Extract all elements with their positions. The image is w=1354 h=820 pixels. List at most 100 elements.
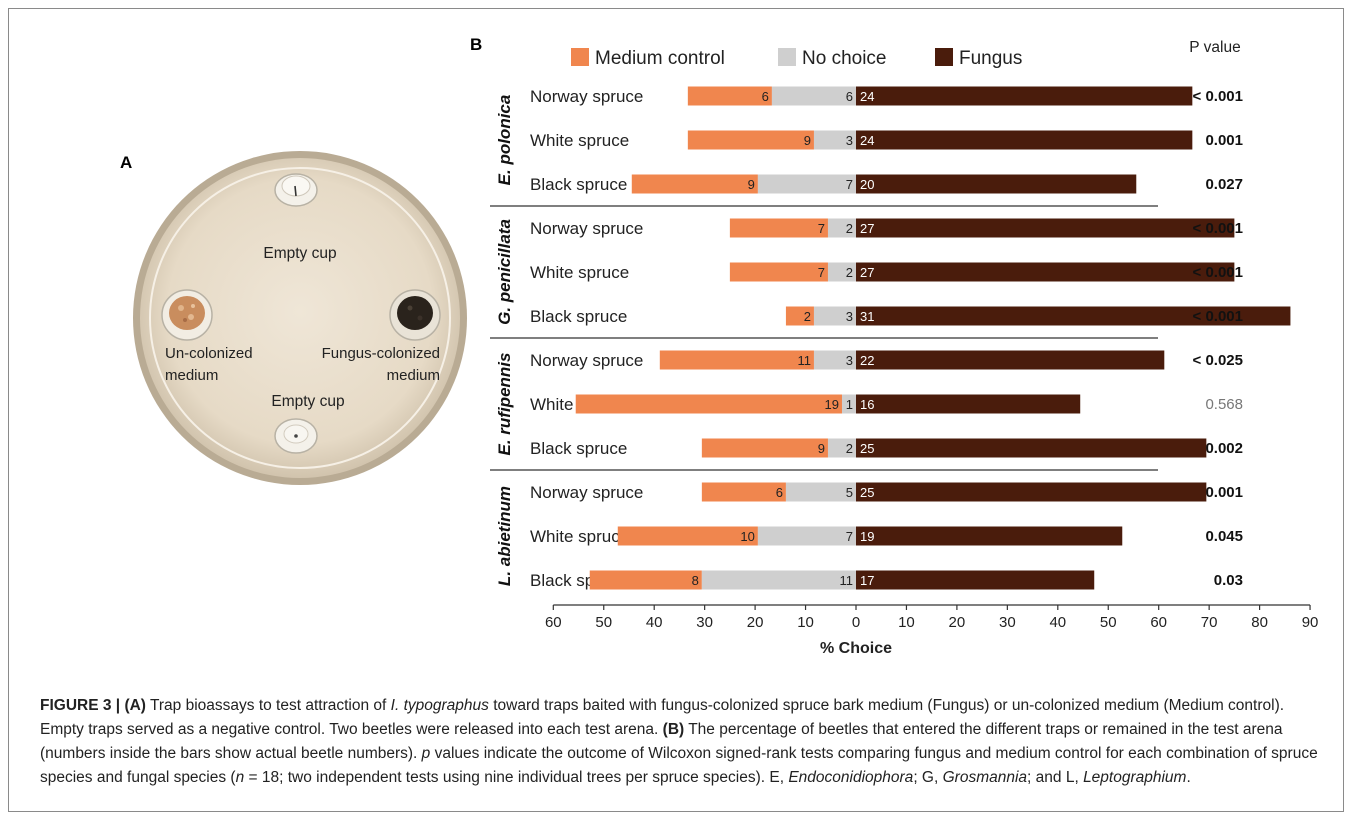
bar-fungus: [856, 394, 1081, 414]
bar-medium-control: [589, 570, 702, 590]
label-medium-control: 8: [692, 573, 699, 588]
figure-caption: FIGURE 3 | (A) Trap bioassays to test at…: [40, 694, 1330, 790]
fungus-colonized-medium-cup: [389, 289, 441, 341]
p-value: < 0.001: [1193, 220, 1243, 237]
p-value: 0.568: [1205, 396, 1243, 413]
label-fungus: 16: [860, 397, 874, 412]
row-label: Norway spruce: [530, 483, 643, 502]
x-tick-label: 50: [595, 614, 612, 631]
petri-dish-inner-ring: [149, 167, 451, 469]
label-medium-control: 7: [818, 265, 825, 280]
legend-swatch-1: [778, 48, 796, 66]
bar-medium-control: [701, 482, 786, 502]
label-no-choice: 2: [846, 441, 853, 456]
label-fungus: 20: [860, 177, 874, 192]
caption-genus-1: Endoconidiophora: [788, 769, 914, 786]
legend-label-1: No choice: [802, 48, 887, 69]
bar-medium-control: [701, 438, 828, 458]
p-value: 0.045: [1205, 528, 1243, 545]
pvalue-header: P value: [1189, 39, 1240, 56]
bar-no-choice: [827, 262, 856, 282]
x-tick-label: 10: [898, 614, 915, 631]
label-no-choice: 11: [840, 573, 854, 588]
chart-legend: Medium control No choice Fungus: [571, 48, 1022, 69]
label-no-choice: 2: [846, 265, 853, 280]
p-value: < 0.025: [1193, 352, 1243, 369]
x-tick-label: 60: [545, 614, 562, 631]
bar-no-choice: [813, 130, 856, 150]
label-no-choice: 7: [846, 529, 853, 544]
bar-fungus: [856, 570, 1095, 590]
label-no-choice: 3: [846, 353, 853, 368]
x-tick-label: 0: [852, 614, 860, 631]
bar-fungus: [856, 350, 1165, 370]
group-label: E. polonica: [495, 95, 514, 186]
panel-a: A Empty c: [120, 151, 467, 485]
p-value: 0.001: [1205, 484, 1243, 501]
row-label: Norway spruce: [530, 351, 643, 370]
bar-fungus: [856, 218, 1235, 238]
bar-fungus: [856, 174, 1137, 194]
label-medium-control: 9: [748, 177, 755, 192]
caption-text-7: ; and L,: [1027, 769, 1084, 786]
x-tick-label: 40: [646, 614, 663, 631]
label-medium-control: 10: [740, 529, 754, 544]
bar-medium-control: [575, 394, 842, 414]
label-medium-control: 11: [797, 353, 811, 368]
bar-fungus: [856, 306, 1291, 326]
label-fungus: 24: [860, 89, 874, 104]
x-tick-label: 10: [797, 614, 814, 631]
petri-dish: [140, 158, 460, 478]
caption-text-5: = 18; two independent tests using nine i…: [244, 769, 789, 786]
caption-text-3: The percentage of beetles that entered t…: [40, 721, 1283, 762]
label-no-choice: 3: [846, 309, 853, 324]
caption-n-symbol: n: [235, 769, 245, 786]
caption-p-symbol: p: [421, 745, 431, 762]
caption-text-4: values indicate the outcome of Wilcoxon …: [40, 745, 1318, 786]
x-tick-label: 20: [747, 614, 764, 631]
legend-swatch-0: [571, 48, 589, 66]
label-no-choice: 1: [846, 397, 853, 412]
bar-fungus: [856, 262, 1235, 282]
bar-medium-control: [617, 526, 758, 546]
x-tick-label: 20: [949, 614, 966, 631]
figure-frame: [8, 8, 1344, 812]
label-medium-control: 7: [818, 221, 825, 236]
empty-cup-top-label: Empty cup: [263, 245, 336, 262]
x-tick-label: 90: [1302, 614, 1319, 631]
label-no-choice: 2: [846, 221, 853, 236]
bar-no-choice: [771, 86, 856, 106]
bar-fungus: [856, 482, 1207, 502]
p-value: 0.027: [1205, 176, 1243, 193]
row-label: Black spruce: [530, 175, 627, 194]
bar-medium-control: [729, 262, 828, 282]
p-value: 0.002: [1205, 440, 1243, 457]
caption-genus-3: Leptographium: [1083, 769, 1187, 786]
bar-no-choice: [827, 438, 856, 458]
row-label: Black spruce: [530, 307, 627, 326]
label-fungus: 25: [860, 485, 874, 500]
uncolonized-label-line2: medium: [165, 367, 218, 384]
x-tick-label: 30: [999, 614, 1016, 631]
label-no-choice: 3: [846, 133, 853, 148]
bar-no-choice: [813, 306, 856, 326]
legend-label-0: Medium control: [595, 48, 725, 69]
label-medium-control: 9: [818, 441, 825, 456]
label-fungus: 22: [860, 353, 874, 368]
bar-medium-control: [729, 218, 828, 238]
x-axis-title: % Choice: [820, 640, 892, 657]
empty-cup-bottom: [274, 418, 318, 454]
bar-medium-control: [659, 350, 814, 370]
caption-b-tag: (B): [662, 721, 685, 738]
empty-cup-top: [274, 173, 318, 207]
bar-no-choice: [827, 218, 856, 238]
label-no-choice: 6: [846, 89, 853, 104]
caption-text-6: ; G,: [913, 769, 943, 786]
x-tick-label: 30: [696, 614, 713, 631]
bar-fungus: [856, 130, 1193, 150]
panel-b: B Medium control No choice Fungus P value …: [470, 35, 1318, 657]
label-medium-control: 9: [804, 133, 811, 148]
bar-no-choice: [757, 526, 856, 546]
p-value: 0.001: [1205, 132, 1243, 149]
chart-bars: E. polonica Norway spruce 6 6 24 < 0.001 White…: [490, 86, 1291, 590]
